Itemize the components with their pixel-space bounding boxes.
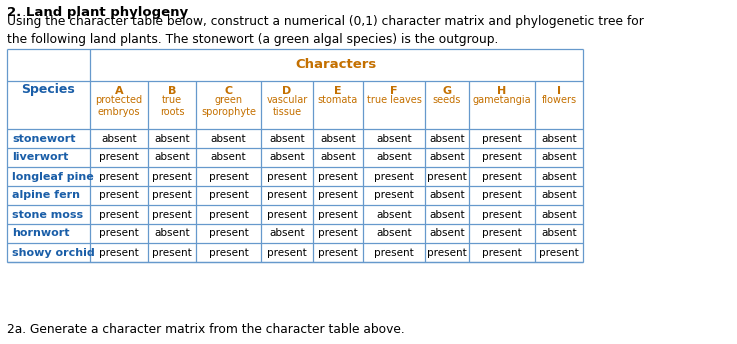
Text: absent: absent [376, 152, 412, 162]
Text: G: G [442, 86, 452, 96]
Text: present: present [482, 247, 522, 258]
Text: absent: absent [320, 133, 356, 143]
Text: absent: absent [429, 152, 465, 162]
Text: present: present [374, 172, 414, 182]
Text: green
sporophyte: green sporophyte [201, 95, 256, 117]
Text: longleaf pine: longleaf pine [12, 172, 94, 182]
Text: present: present [99, 228, 139, 238]
Text: hornwort: hornwort [12, 228, 69, 238]
Text: absent: absent [541, 133, 577, 143]
Text: present: present [374, 191, 414, 201]
Text: present: present [267, 209, 307, 219]
Text: true leaves: true leaves [366, 95, 422, 105]
Text: present: present [209, 247, 248, 258]
Text: present: present [267, 191, 307, 201]
Text: present: present [539, 247, 579, 258]
Text: present: present [99, 172, 139, 182]
Text: absent: absent [541, 172, 577, 182]
Text: 2. Land plant phylogeny: 2. Land plant phylogeny [7, 6, 188, 19]
Text: present: present [318, 247, 358, 258]
Text: present: present [99, 247, 139, 258]
Text: present: present [152, 209, 192, 219]
Text: absent: absent [541, 191, 577, 201]
Text: present: present [267, 172, 307, 182]
Text: A: A [115, 86, 123, 96]
Text: present: present [209, 209, 248, 219]
Text: absent: absent [541, 152, 577, 162]
Text: absent: absent [101, 133, 137, 143]
Text: present: present [318, 209, 358, 219]
Text: C: C [225, 86, 233, 96]
Bar [7, 49, 583, 262]
Text: absent: absent [541, 209, 577, 219]
Text: showy orchid: showy orchid [12, 247, 95, 258]
Text: present: present [482, 191, 522, 201]
Text: vascular
tissue: vascular tissue [266, 95, 307, 117]
Text: present: present [209, 228, 248, 238]
Text: present: present [152, 191, 192, 201]
Text: Using the character table below, construct a numerical (0,1) character matrix an: Using the character table below, constru… [7, 15, 644, 45]
Text: absent: absent [429, 191, 465, 201]
Text: absent: absent [376, 133, 412, 143]
Text: F: F [391, 86, 398, 96]
Text: present: present [482, 228, 522, 238]
Text: 2a. Generate a character matrix from the character table above.: 2a. Generate a character matrix from the… [7, 323, 405, 336]
Text: present: present [318, 191, 358, 201]
Text: present: present [482, 152, 522, 162]
Text: absent: absent [269, 228, 305, 238]
Text: absent: absent [154, 133, 190, 143]
Text: D: D [282, 86, 292, 96]
Text: stone moss: stone moss [12, 209, 83, 219]
Text: absent: absent [211, 152, 246, 162]
Text: absent: absent [269, 152, 305, 162]
Text: present: present [482, 133, 522, 143]
Text: absent: absent [376, 228, 412, 238]
Text: protected
embryos: protected embryos [95, 95, 142, 117]
Text: I: I [557, 86, 561, 96]
Text: stonewort: stonewort [12, 133, 75, 143]
Text: present: present [152, 247, 192, 258]
Text: E: E [334, 86, 342, 96]
Text: absent: absent [429, 133, 465, 143]
Text: seeds: seeds [433, 95, 461, 105]
Text: gametangia: gametangia [472, 95, 531, 105]
Text: H: H [497, 86, 506, 96]
Text: absent: absent [429, 228, 465, 238]
Text: stomata: stomata [318, 95, 358, 105]
Text: present: present [267, 247, 307, 258]
Text: present: present [318, 228, 358, 238]
Text: liverwort: liverwort [12, 152, 69, 162]
Text: present: present [152, 172, 192, 182]
Text: present: present [482, 209, 522, 219]
Text: present: present [427, 172, 467, 182]
Text: absent: absent [541, 228, 577, 238]
Text: present: present [99, 209, 139, 219]
Text: B: B [168, 86, 176, 96]
Text: absent: absent [211, 133, 246, 143]
Text: flowers: flowers [542, 95, 576, 105]
Text: absent: absent [154, 228, 190, 238]
Text: alpine fern: alpine fern [12, 191, 80, 201]
Text: present: present [318, 172, 358, 182]
Text: present: present [99, 191, 139, 201]
Text: present: present [209, 191, 248, 201]
Text: absent: absent [429, 209, 465, 219]
Text: present: present [482, 172, 522, 182]
Text: absent: absent [376, 209, 412, 219]
Text: present: present [427, 247, 467, 258]
Text: true
roots: true roots [160, 95, 184, 117]
Text: present: present [374, 247, 414, 258]
Text: present: present [99, 152, 139, 162]
Text: Species: Species [21, 83, 75, 96]
Text: absent: absent [269, 133, 305, 143]
Text: absent: absent [154, 152, 190, 162]
Text: absent: absent [320, 152, 356, 162]
Text: present: present [209, 172, 248, 182]
Text: Characters: Characters [296, 58, 377, 72]
